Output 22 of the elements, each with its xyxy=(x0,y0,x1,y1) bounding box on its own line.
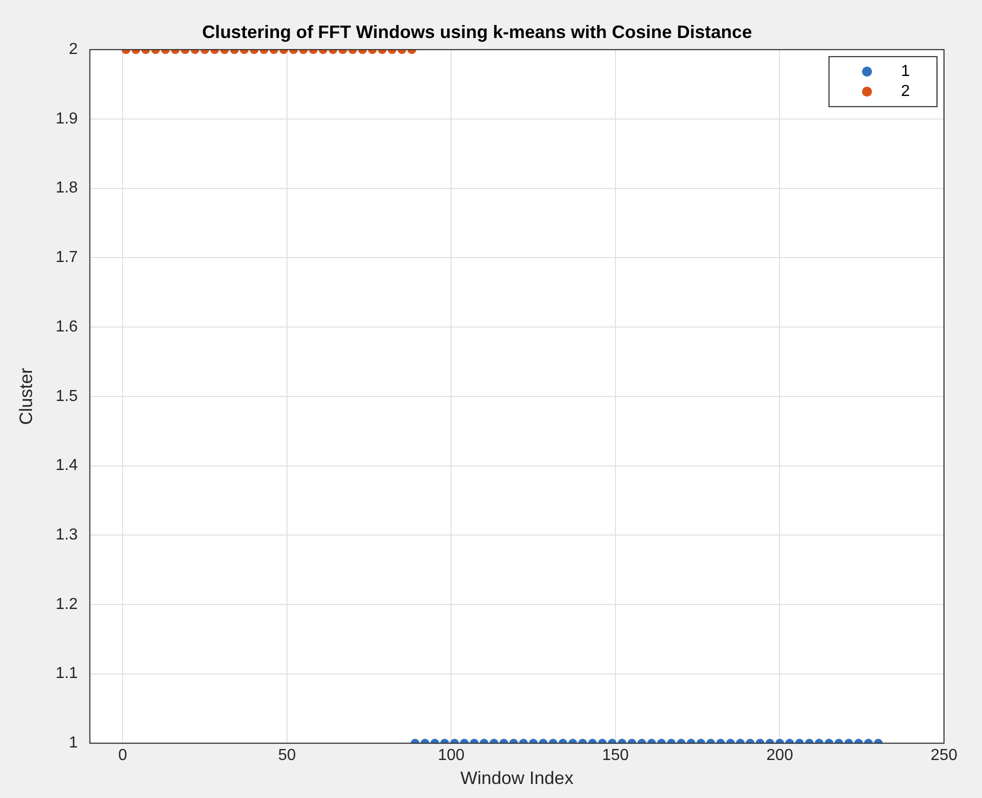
y-tick-label: 1.4 xyxy=(56,457,78,474)
y-axis-title: Cluster xyxy=(16,368,36,425)
x-tick-label: 200 xyxy=(766,747,794,764)
y-tick-label: 1.5 xyxy=(56,388,78,405)
y-tick-label: 1.6 xyxy=(56,318,78,336)
y-tick-label: 1.8 xyxy=(56,180,78,197)
legend-label: 1 xyxy=(901,63,910,80)
x-tick-label: 250 xyxy=(930,747,958,764)
y-tick-label: 1.3 xyxy=(56,526,78,544)
chart-title: Clustering of FFT Windows using k-means with Cosine Distance xyxy=(202,22,752,42)
x-tick-label: 50 xyxy=(278,747,296,764)
y-tick-label: 1.2 xyxy=(56,596,78,613)
legend-label: 2 xyxy=(901,83,910,100)
y-tick-label: 1.9 xyxy=(56,110,78,128)
y-tick-label: 1.1 xyxy=(56,665,78,682)
y-tick-label: 1 xyxy=(68,734,78,752)
x-tick-label: 0 xyxy=(118,747,128,764)
y-tick-label: 1.7 xyxy=(56,249,78,266)
x-axis-title: Window Index xyxy=(460,768,574,788)
x-tick-label: 100 xyxy=(438,747,465,764)
x-tick-label: 150 xyxy=(602,747,629,764)
y-tick-label: 2 xyxy=(68,41,78,58)
